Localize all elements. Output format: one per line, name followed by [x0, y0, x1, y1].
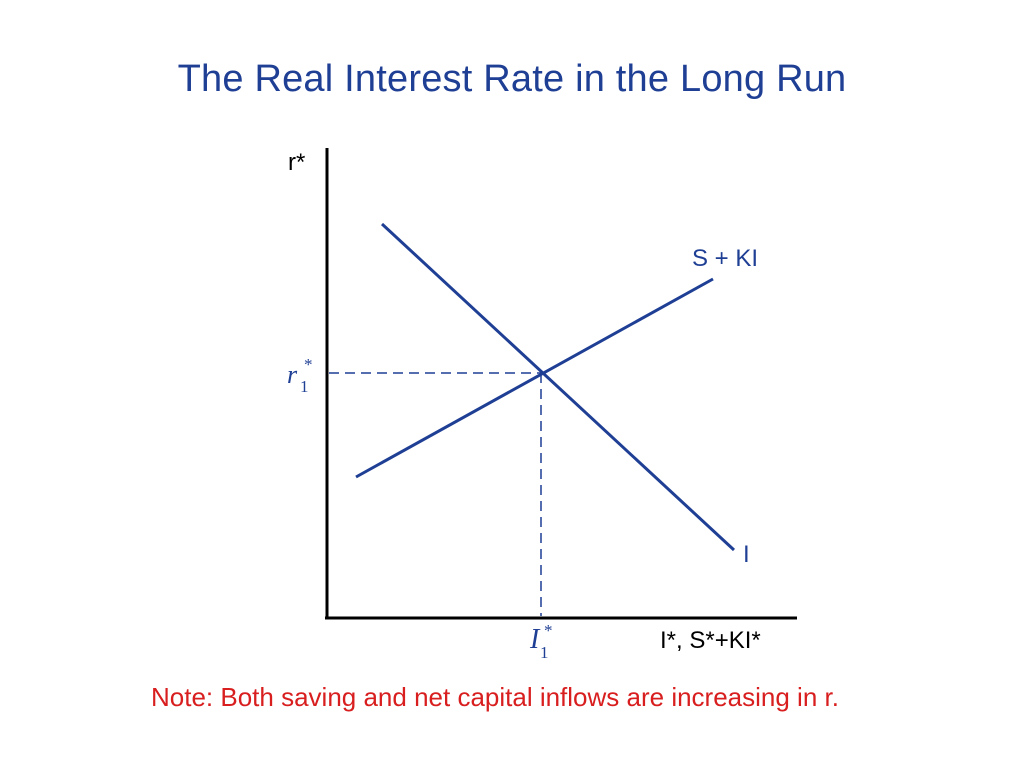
y-axis-label: r* — [288, 149, 305, 176]
i-symbol: I — [529, 624, 541, 655]
r-equilibrium-label: r 1 * — [287, 355, 313, 396]
slide-title: The Real Interest Rate in the Long Run — [177, 58, 847, 100]
demand-curve-label: I — [743, 541, 750, 568]
i-superscript: * — [544, 621, 553, 640]
note-text: Note: Both saving and net capital inflow… — [151, 682, 839, 712]
r-subscript: 1 — [300, 377, 309, 396]
saving-capital-inflow-curve — [355, 277, 714, 479]
x-axis-label: I*, S*+KI* — [660, 627, 761, 654]
investment-curve — [380, 222, 736, 552]
supply-curve-label: S + KI — [692, 245, 758, 272]
r-superscript: * — [304, 355, 313, 374]
i-subscript: 1 — [540, 643, 549, 662]
r-symbol: r — [287, 360, 298, 389]
i-equilibrium-label: I 1 * — [529, 621, 553, 662]
